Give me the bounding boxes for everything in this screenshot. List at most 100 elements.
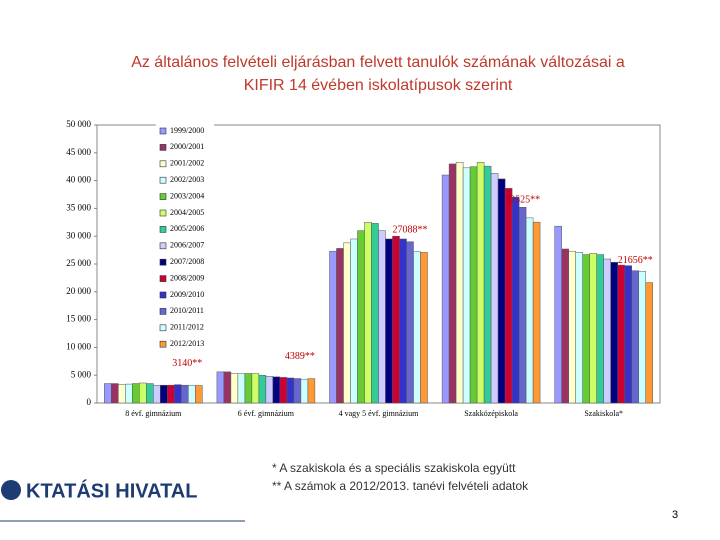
bar — [293, 378, 302, 404]
x-tick-label: Szakiskola* — [584, 409, 623, 418]
legend-label: 2012/2013 — [170, 339, 204, 348]
bar — [146, 383, 154, 404]
bar — [104, 383, 112, 404]
y-tick-label: 35 000 — [66, 202, 91, 212]
legend-swatch — [159, 144, 167, 151]
bar — [511, 197, 520, 404]
bar — [336, 248, 344, 404]
bar — [300, 379, 309, 404]
bar — [244, 373, 253, 404]
y-tick-label: 40 000 — [66, 175, 91, 185]
bar — [406, 241, 414, 404]
chart-title: Az általános felvételi eljárásban felvet… — [131, 54, 625, 71]
bar — [125, 383, 133, 404]
bar — [357, 230, 365, 404]
legend-label: 2006/2007 — [170, 241, 204, 250]
x-tick-label: Szakközépiskola — [464, 409, 518, 418]
y-tick-label: 0 — [87, 397, 92, 407]
bar — [518, 207, 527, 404]
x-tick-label: 4 vagy 5 évf. gimnázium — [339, 409, 420, 418]
bar — [286, 377, 295, 404]
y-tick-label: 10 000 — [66, 341, 91, 351]
legend-label: 2008/2009 — [170, 273, 204, 282]
bar — [265, 376, 274, 404]
bar — [385, 238, 393, 404]
x-tick-label: 8 évf. gimnázium — [125, 409, 182, 418]
bar — [139, 382, 147, 404]
bar — [188, 384, 196, 404]
bar — [251, 373, 260, 404]
legend-label: 2004/2005 — [170, 208, 204, 217]
bar — [582, 254, 590, 404]
bar — [554, 225, 562, 404]
data-label: 3140** — [172, 358, 202, 369]
bar — [223, 371, 232, 404]
bar — [343, 242, 351, 404]
legend-label: 2005/2006 — [170, 224, 204, 233]
footnote: * A szakiskola és a speciális szakiskola… — [272, 461, 516, 475]
bar — [441, 174, 450, 404]
bar — [132, 383, 140, 404]
legend-swatch — [159, 275, 167, 282]
legend-swatch — [159, 160, 167, 168]
bar — [392, 235, 400, 404]
bar — [174, 384, 182, 404]
legend-label: 2002/2003 — [170, 175, 204, 184]
logo-text: KTATÁSI HIVATAL — [26, 479, 197, 502]
legend-swatch — [159, 226, 167, 233]
y-tick-label: 15 000 — [66, 314, 91, 324]
logo-mark — [1, 480, 21, 500]
bar — [230, 373, 239, 404]
bar — [610, 262, 618, 404]
legend-label: 2000/2001 — [170, 142, 204, 151]
bar — [111, 383, 119, 404]
bar — [476, 162, 485, 404]
bar — [378, 230, 386, 404]
legend-label: 1999/2000 — [170, 126, 204, 135]
y-tick-label: 50 000 — [66, 119, 91, 129]
data-label: 21656** — [618, 255, 653, 266]
bar — [532, 221, 541, 404]
page-number: 3 — [672, 509, 678, 521]
y-tick-label: 30 000 — [66, 230, 91, 240]
bar — [307, 378, 316, 404]
bar — [399, 238, 407, 404]
legend-label: 2011/2012 — [170, 323, 204, 332]
bar — [413, 251, 421, 404]
legend-swatch — [159, 340, 167, 348]
bar — [364, 222, 372, 404]
bar — [596, 254, 604, 404]
legend-label: 2003/2004 — [170, 191, 204, 200]
bar — [455, 162, 464, 404]
x-tick-label: 6 évf. gimnázium — [238, 409, 295, 418]
data-label: 27088** — [393, 225, 428, 236]
bar — [561, 248, 569, 404]
bar — [589, 253, 597, 404]
legend-label: 2001/2002 — [170, 159, 204, 168]
data-label: 32525** — [505, 194, 540, 205]
y-tick-label: 25 000 — [66, 258, 91, 268]
bar — [371, 223, 379, 404]
bar — [329, 250, 337, 404]
legend-swatch — [159, 308, 167, 315]
bar — [603, 258, 611, 404]
bar — [420, 252, 428, 404]
bar — [568, 250, 576, 404]
bar — [645, 282, 653, 404]
bar — [575, 252, 583, 404]
bar — [483, 165, 492, 404]
bar — [469, 166, 478, 404]
y-tick-label: 45 000 — [66, 147, 91, 157]
bar — [216, 371, 225, 404]
bar — [118, 384, 126, 404]
legend-label: 2010/2011 — [170, 306, 204, 315]
bar — [448, 163, 457, 404]
bar — [350, 238, 358, 404]
legend-swatch — [159, 291, 167, 299]
footnote: ** A számok a 2012/2013. tanévi felvétel… — [272, 479, 529, 493]
bar — [617, 264, 625, 404]
bar — [638, 270, 646, 404]
legend-swatch — [159, 209, 167, 217]
legend-swatch — [159, 193, 167, 200]
